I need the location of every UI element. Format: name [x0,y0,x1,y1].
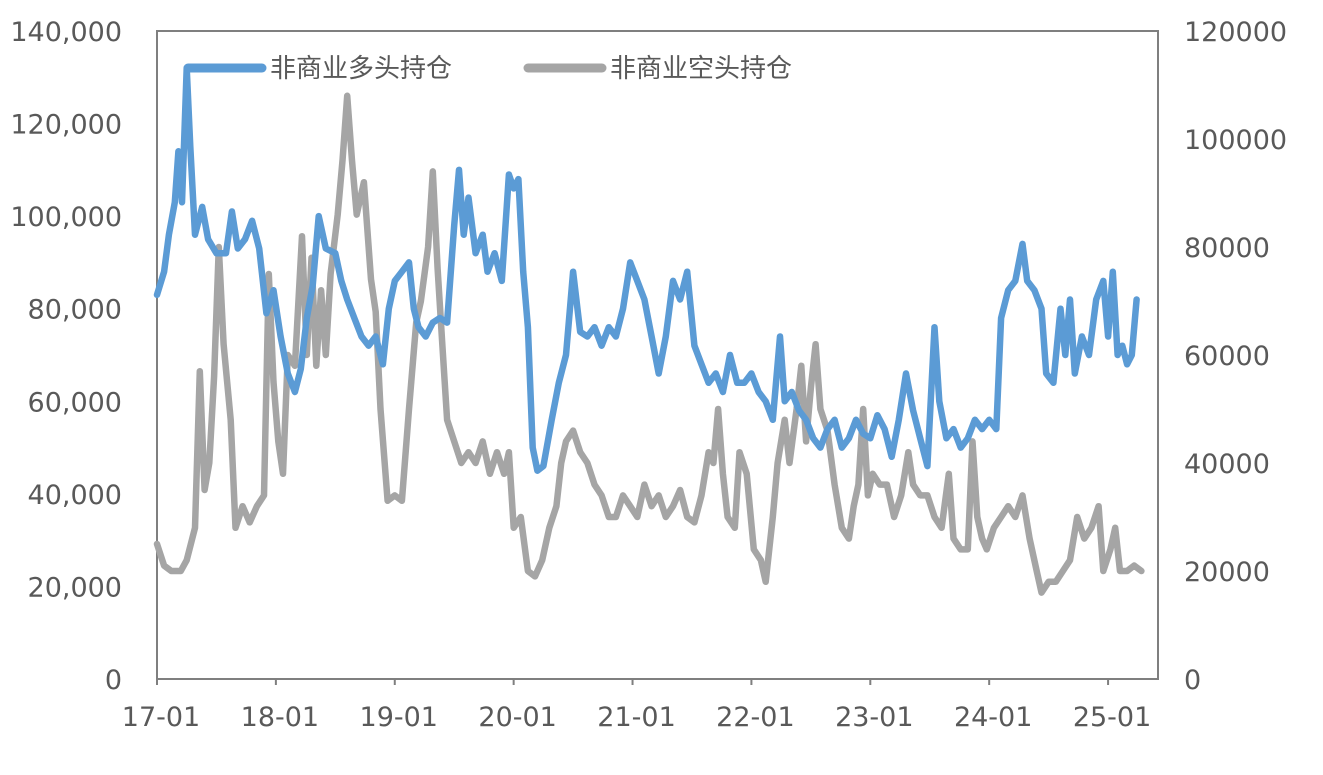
x-tick-label: 19-01 [360,702,438,733]
x-tick-label: 23-01 [835,702,913,733]
x-tick-label: 21-01 [597,702,675,733]
x-tick-label: 25-01 [1073,702,1151,733]
legend: 非商业多头持仓 非商业空头持仓 [183,54,792,84]
x-tick-label: 17-01 [122,702,200,733]
y-right-tick-label: 80000 [1184,233,1270,264]
y-right-tick-label: 100000 [1184,125,1287,156]
x-tick-label: 20-01 [478,702,556,733]
left-axis-ticks: 0 20,000 40,000 60,000 80,000 100,000 120,000 1… [10,17,122,696]
y-right-tick-label: 0 [1184,665,1201,696]
series-line-long-positions [153,64,1140,474]
y-left-tick-label: 120,000 [10,110,122,141]
x-tick-label: 24-01 [954,702,1032,733]
y-left-tick-label: 60,000 [28,387,122,418]
right-axis-ticks: 0 20000 40000 60000 80000 100000 120000 [1184,17,1287,696]
x-tick-label: 22-01 [716,702,794,733]
series-group [153,64,1145,596]
y-right-tick-label: 40000 [1184,449,1270,480]
y-left-tick-label: 0 [105,665,122,696]
y-left-tick-label: 80,000 [28,295,122,326]
y-left-tick-label: 40,000 [28,480,122,511]
x-tick-label: 18-01 [241,702,319,733]
y-left-tick-label: 100,000 [10,202,122,233]
y-right-tick-label: 120000 [1184,17,1287,48]
y-left-tick-label: 140,000 [10,17,122,48]
y-right-tick-label: 20000 [1184,557,1270,588]
y-left-tick-label: 20,000 [28,572,122,603]
y-right-tick-label: 60000 [1184,341,1270,372]
legend-label-long: 非商业多头持仓 [270,54,452,84]
legend-label-short: 非商业空头持仓 [610,54,792,84]
x-axis-ticks: 17-01 18-01 19-01 20-01 21-01 22-01 23-01 24-01… [122,679,1151,733]
